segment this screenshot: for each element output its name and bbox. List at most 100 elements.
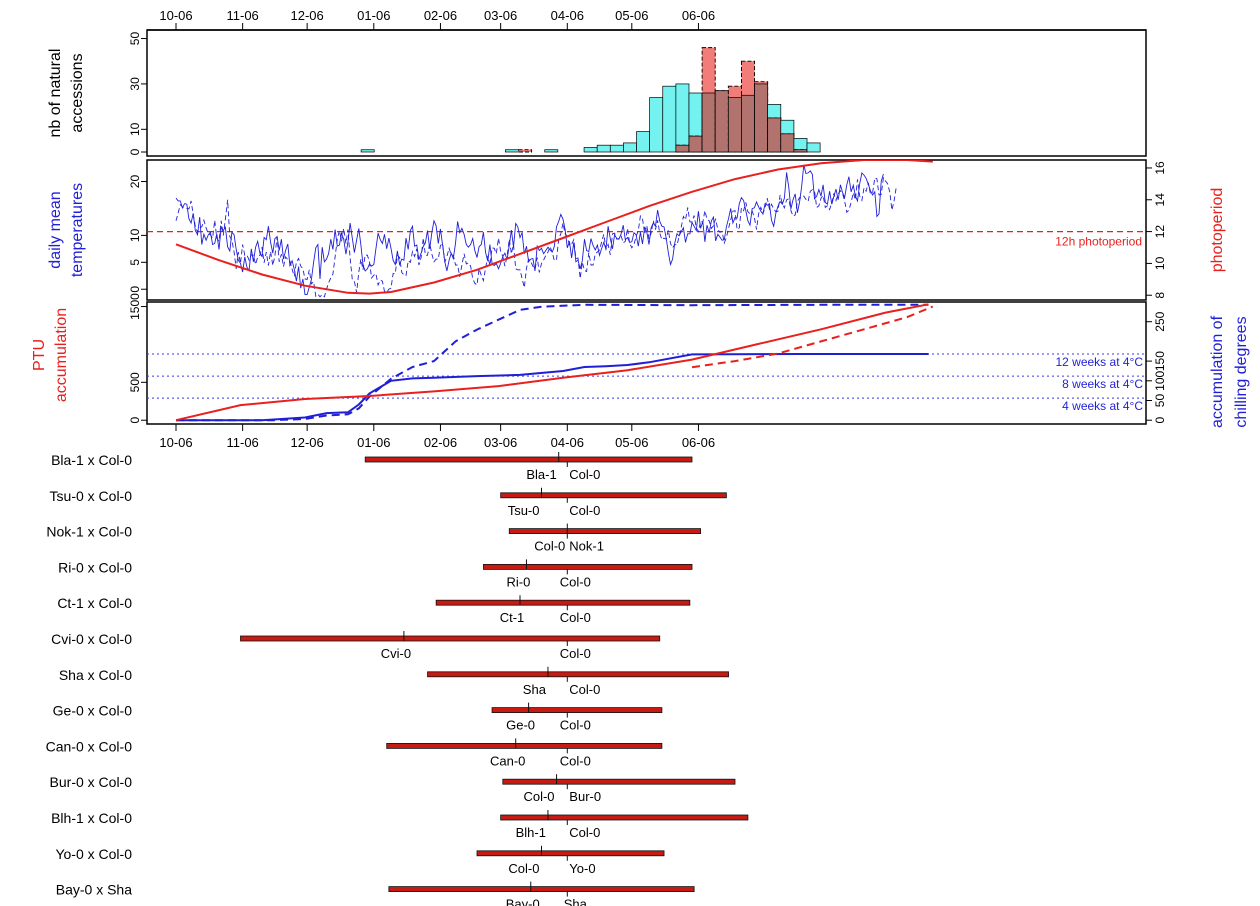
temperature-frame bbox=[146, 159, 1147, 301]
ptu-y-label: PTU bbox=[31, 339, 48, 371]
hist-bar-cyan bbox=[662, 85, 677, 153]
right-parent-name: Col-0 bbox=[569, 503, 600, 518]
bottom-tick-label: 04-06 bbox=[551, 435, 584, 450]
cross-row: Ct-1 x Col-0 Ct-1 Col-0 bbox=[57, 595, 691, 625]
cross-row: Yo-0 x Col-0 Col-0 Yo-0 bbox=[55, 845, 665, 876]
cross-row: Blh-1 x Col-0 Blh-1 Col-0 bbox=[51, 810, 749, 840]
left-parent-name: Bla-1 bbox=[526, 467, 556, 482]
hist-bar-overlap bbox=[780, 133, 795, 153]
qtl-interval-bar bbox=[502, 778, 736, 785]
photo-y-tick-label: 10 bbox=[1153, 256, 1167, 270]
hist-bar-cyan bbox=[505, 149, 519, 153]
temperature-solid-line bbox=[175, 164, 884, 296]
cross-label: Sha x Col-0 bbox=[59, 667, 132, 683]
right-parent-name: Col-0 bbox=[569, 682, 600, 697]
hist-y-label: accessions bbox=[69, 53, 86, 132]
left-parent-name: Tsu-0 bbox=[508, 503, 540, 518]
hist-y-tick-label: 0 bbox=[128, 148, 142, 155]
ptu-y-tick-label: 1500 bbox=[128, 293, 142, 320]
hist-bar-cyan bbox=[596, 144, 611, 153]
temperature-traces bbox=[147, 160, 1146, 298]
photoperiod-y-label: photoperiod bbox=[1209, 188, 1226, 273]
cross-label: Ri-0 x Col-0 bbox=[58, 559, 132, 575]
right-parent-name: Col-0 bbox=[560, 646, 591, 661]
left-parent-name: Ct-1 bbox=[500, 610, 525, 625]
left-parent-name: Col-0 bbox=[508, 861, 539, 876]
temp-y-tick-label: 5 bbox=[128, 259, 142, 266]
top-tick-label: 06-06 bbox=[682, 8, 715, 23]
cross-label: Ge-0 x Col-0 bbox=[53, 703, 133, 719]
chill-y-tick-label: 100 bbox=[1153, 370, 1167, 390]
ptu-y-tick-label: 0 bbox=[128, 417, 142, 424]
hist-bar-cyan bbox=[609, 144, 624, 153]
chill-y-label: chilling degrees bbox=[1233, 316, 1250, 427]
cross-label: Tsu-0 x Col-0 bbox=[50, 488, 133, 504]
right-parent-name: Col-0 bbox=[560, 610, 591, 625]
cross-row: Bur-0 x Col-0 Col-0 Bur-0 bbox=[50, 774, 736, 804]
cross-row: Can-0 x Col-0 Can-0 Col-0 bbox=[46, 738, 663, 768]
qtl-interval-bar bbox=[386, 743, 663, 749]
bottom-tick-label: 06-06 bbox=[682, 435, 715, 450]
ptu-y-tick-label: 500 bbox=[128, 372, 142, 392]
bottom-tick-label: 12-06 bbox=[291, 435, 324, 450]
hist-y-tick-label: 50 bbox=[128, 32, 142, 46]
qtl-interval-bar bbox=[483, 564, 693, 570]
left-parent-name: Cvi-0 bbox=[381, 646, 411, 661]
chill-y-tick-label: 50 bbox=[1153, 394, 1167, 408]
cross-row: Sha x Col-0 Sha Col-0 bbox=[59, 666, 729, 697]
right-parent-name: Yo-0 bbox=[569, 861, 595, 876]
cross-label: Yo-0 x Col-0 bbox=[55, 846, 132, 862]
chill-y-tick-label: 0 bbox=[1153, 417, 1167, 424]
left-parent-name: Sha bbox=[523, 682, 547, 697]
left-parent-name: Blh-1 bbox=[516, 825, 546, 840]
top-tick-label: 11-06 bbox=[227, 8, 259, 23]
qtl-interval-bar bbox=[240, 635, 661, 642]
photo-y-tick-label: 12 bbox=[1153, 225, 1167, 239]
chill-y-tick-label: 250 bbox=[1153, 311, 1167, 331]
temp-y-label: daily mean bbox=[47, 191, 64, 268]
cross-label: Ct-1 x Col-0 bbox=[57, 595, 132, 611]
bottom-tick-label: 03-06 bbox=[484, 435, 517, 450]
qtl-interval-bar bbox=[508, 528, 702, 534]
temp-y-label: temperatures bbox=[69, 183, 86, 277]
accumulation-traces bbox=[147, 303, 1146, 422]
chilling-reference-label: 4 weeks at 4°C bbox=[1062, 399, 1143, 413]
qtl-interval-bar bbox=[500, 814, 749, 821]
hist-y-tick-label: 30 bbox=[128, 77, 142, 91]
hist-bar-overlap bbox=[793, 149, 808, 153]
qtl-interval-bar bbox=[500, 492, 727, 499]
temp-y-tick-label: 0 bbox=[128, 286, 142, 293]
top-date-axis: 10-06 11-06 12-06 01-06 02-06 03-06 04-06 05-06… bbox=[147, 8, 1146, 31]
top-tick-label: 05-06 bbox=[615, 8, 648, 23]
qtl-interval-bar bbox=[427, 671, 729, 678]
left-parent-name: Can-0 bbox=[490, 753, 525, 768]
cross-row: Ri-0 x Col-0 Ri-0 Col-0 bbox=[58, 559, 693, 589]
ptu-dashed-line bbox=[691, 305, 934, 369]
hist-bar-overlap bbox=[741, 94, 755, 153]
hist-bar-cyan bbox=[636, 131, 650, 153]
cross-row: Ge-0 x Col-0 Ge-0 Col-0 bbox=[53, 702, 663, 733]
qtl-interval-bar bbox=[364, 456, 693, 463]
hist-bar-overlap bbox=[767, 117, 782, 153]
top-tick-label: 01-06 bbox=[357, 8, 390, 23]
right-parent-name: Col-0 bbox=[560, 753, 591, 768]
photo-y-tick-label: 14 bbox=[1153, 193, 1167, 207]
chill-y-label: accumulation of bbox=[1209, 315, 1226, 428]
right-parent-name: Sha bbox=[564, 897, 588, 906]
hist-bar-cyan bbox=[360, 149, 375, 153]
right-parent-name: Bur-0 bbox=[569, 789, 601, 804]
qtl-interval-bar bbox=[491, 707, 663, 713]
chill-y-tick-label: 150 bbox=[1153, 351, 1167, 371]
temperature-panel: 0 5 10 20 8 10 12 14 16 daily mean temperatures pho… bbox=[47, 159, 1226, 301]
qtl-interval-bar bbox=[388, 886, 695, 892]
cross-label: Cvi-0 x Col-0 bbox=[51, 631, 132, 647]
bottom-tick-label: 05-06 bbox=[615, 435, 648, 450]
hist-bar-overlap bbox=[688, 135, 703, 153]
qtl-interval-bar bbox=[476, 850, 665, 857]
ptu-solid-line bbox=[175, 303, 929, 422]
cross-row: Nok-1 x Col-0 Col-0 Nok-1 bbox=[46, 523, 702, 554]
hist-bar-cyan bbox=[649, 97, 664, 153]
qtl-interval-bar bbox=[435, 599, 691, 606]
hist-bar-overlap bbox=[714, 90, 729, 153]
